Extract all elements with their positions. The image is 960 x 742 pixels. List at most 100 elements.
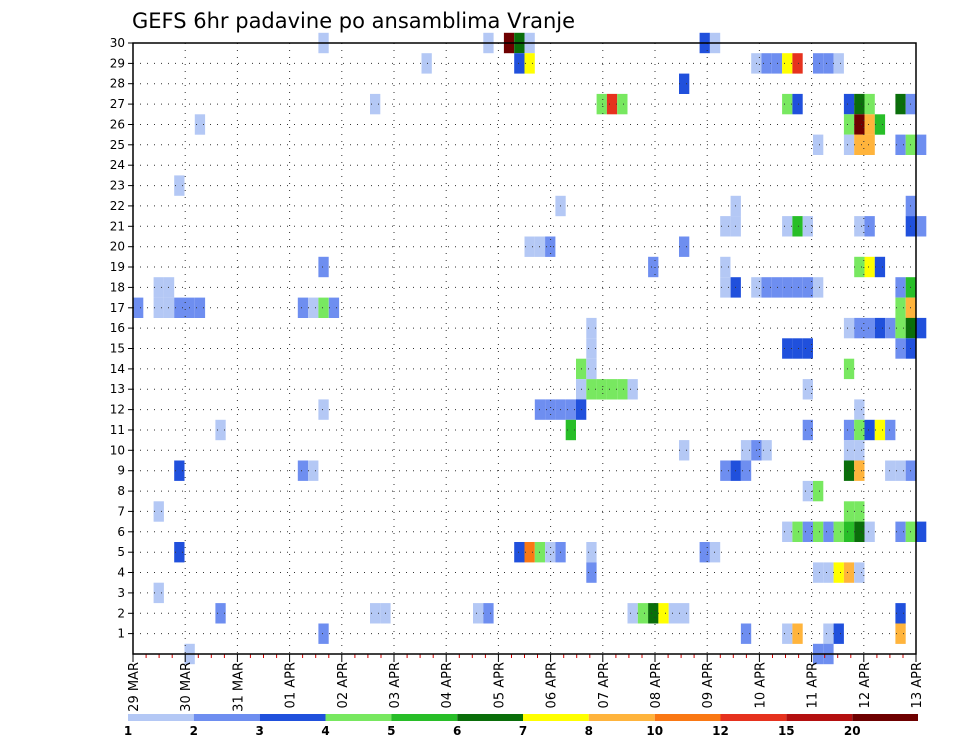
heatmap-cell [668,603,679,624]
heatmap-cell [761,440,772,461]
y-axis-ticks: 1234567891011121314151617181920212223242… [110,36,133,641]
heatmap-cell [297,297,309,318]
heatmap-cell [627,603,638,624]
y-tick-label: 3 [117,586,125,600]
heatmap-cell [782,216,793,237]
x-tick-label: 13 APR [910,662,925,708]
heatmap-cell [782,277,793,298]
heatmap-cell [864,419,875,441]
heatmap-cell [740,623,752,644]
heatmap-cell [153,277,164,298]
x-tick-label: 01 APR [284,662,299,708]
heatmap-cell [813,562,824,583]
heatmap-cell [421,53,432,74]
heatmap-cell [318,256,329,278]
heatmap-cell [802,521,813,542]
chart-title: GEFS 6hr padavine po ansamblima Vranje [132,9,575,33]
heatmap-cell [823,53,834,74]
heatmap-cell [586,358,597,380]
heatmap-cell [648,603,659,624]
heatmap-cell [813,134,824,155]
heatmap-cell [792,93,803,115]
heatmap-cell [864,93,875,115]
heatmap-cell [163,297,175,318]
heatmap-cell [524,236,535,257]
heatmap-cell [843,317,855,339]
heatmap-cell [895,277,906,298]
heatmap-cell [658,603,669,624]
heatmap-cell [163,277,175,298]
x-tick-label: 03 APR [388,662,403,708]
y-tick-label: 30 [110,36,125,50]
x-tick-label: 05 APR [492,662,507,708]
heatmap-cell [802,419,813,441]
heatmap-cell [895,603,906,624]
heatmap-cell [854,562,865,583]
heatmap-cell [782,93,793,115]
heatmap-cell [885,419,896,441]
heatmap-cell [802,277,813,298]
heatmap-cell [699,542,710,563]
heatmap-cell [720,256,731,278]
heatmap-cell [895,338,906,359]
y-tick-label: 27 [110,97,125,111]
heatmap-cell [328,297,340,318]
heatmap-cell [895,93,906,115]
heatmap-cells [133,32,927,665]
y-tick-label: 1 [117,627,125,641]
x-tick-label: 11 APR [806,662,821,708]
heatmap-cell [153,501,164,522]
heatmap-cell [679,236,690,257]
heatmap-cell [916,317,927,339]
heatmap-cell [885,460,896,481]
heatmap-cell [586,317,597,339]
heatmap-cell [194,114,206,135]
heatmap-cell [473,603,484,624]
heatmap-cell [174,175,185,196]
heatmap-cell [874,256,886,278]
heatmap-cell [864,521,875,542]
legend-swatch [259,714,326,721]
x-tick-label: 08 APR [649,662,664,708]
heatmap-cell [802,338,813,359]
heatmap-cell [864,114,875,135]
heatmap-cell [833,562,844,583]
heatmap-cell [524,53,535,74]
heatmap-cell [370,603,381,624]
heatmap-cell [586,562,597,583]
heatmap-cell [854,440,865,461]
x-tick-label: 29 MAR [127,662,142,712]
heatmap-cell [174,542,185,563]
y-tick-label: 4 [117,566,125,580]
heatmap-cell [843,419,855,441]
legend-label: 8 [585,724,593,738]
heatmap-cell [823,623,834,644]
heatmap-cell [874,114,886,135]
heatmap-cell [864,134,875,155]
legend-label: 4 [321,724,329,738]
heatmap-cell [153,582,164,604]
heatmap-cell [864,256,875,278]
heatmap-cell [514,53,525,74]
plot-frame [132,42,917,655]
legend-swatch [654,714,721,721]
y-tick-label: 16 [110,321,125,335]
legend-label: 10 [646,724,663,738]
heatmap-cell [843,562,855,583]
heatmap-cell [297,460,309,481]
heatmap-cell [586,338,597,359]
legend-label: 2 [190,724,198,738]
heatmap-cell [895,317,906,339]
heatmap-cell [843,440,855,461]
legend-swatch [325,714,392,721]
heatmap-cell [318,623,329,644]
y-tick-label: 10 [110,443,125,457]
heatmap-cell [133,297,144,318]
legend-label: 15 [778,724,795,738]
heatmap-cell [843,521,855,542]
heatmap-cell [771,277,783,298]
heatmap-cell [813,480,824,502]
heatmap-cell [782,338,793,359]
heatmap-cell [792,216,803,237]
heatmap-cell [524,542,535,563]
